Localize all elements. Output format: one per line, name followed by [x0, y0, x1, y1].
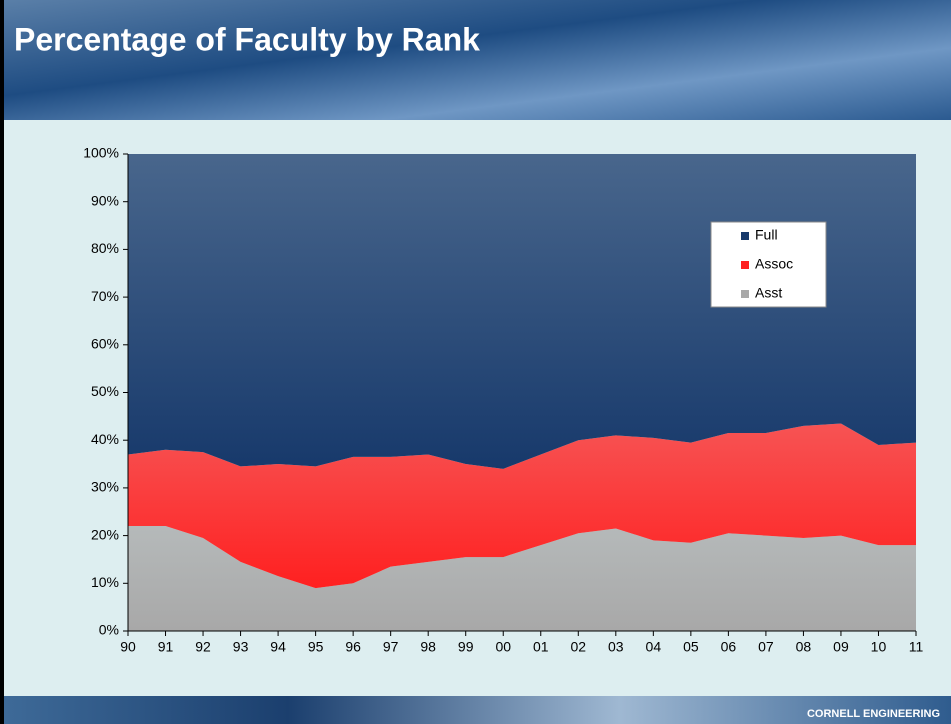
y-tick-label: 100% — [83, 145, 119, 161]
x-tick-label: 90 — [120, 639, 136, 655]
legend-swatch — [741, 261, 749, 269]
x-tick-label: 94 — [270, 639, 286, 655]
area-full — [128, 154, 916, 469]
footer-text: CORNELL ENGINEERING — [807, 708, 940, 720]
x-tick-label: 00 — [495, 639, 511, 655]
x-tick-label: 99 — [458, 639, 474, 655]
x-tick-label: 92 — [195, 639, 211, 655]
legend-swatch — [741, 232, 749, 240]
x-tick-label: 96 — [345, 639, 361, 655]
slide-title: Percentage of Faculty by Rank — [14, 21, 480, 57]
x-tick-label: 03 — [608, 639, 624, 655]
x-tick-label: 95 — [308, 639, 324, 655]
x-tick-label: 05 — [683, 639, 699, 655]
x-tick-label: 06 — [721, 639, 737, 655]
header-band — [4, 0, 951, 120]
x-tick-label: 10 — [871, 639, 887, 655]
x-tick-label: 11 — [909, 639, 924, 655]
x-tick-label: 98 — [420, 639, 436, 655]
legend-label: Full — [755, 227, 778, 243]
y-tick-label: 80% — [91, 240, 119, 256]
y-tick-label: 0% — [99, 622, 119, 638]
y-tick-label: 50% — [91, 383, 119, 399]
x-tick-label: 04 — [646, 639, 662, 655]
x-tick-label: 97 — [383, 639, 399, 655]
x-tick-label: 02 — [570, 639, 586, 655]
y-tick-label: 90% — [91, 192, 119, 208]
legend-label: Asst — [755, 285, 782, 301]
y-tick-label: 10% — [91, 574, 119, 590]
y-tick-label: 40% — [91, 431, 119, 447]
y-tick-label: 30% — [91, 479, 119, 495]
x-tick-label: 01 — [533, 639, 549, 655]
legend-swatch — [741, 290, 749, 298]
slide: Percentage of Faculty by Rank CORNELL EN… — [0, 0, 951, 724]
y-tick-label: 20% — [91, 526, 119, 542]
y-tick-label: 70% — [91, 288, 119, 304]
x-tick-label: 08 — [796, 639, 812, 655]
x-tick-label: 91 — [158, 639, 174, 655]
y-tick-label: 60% — [91, 336, 119, 352]
x-tick-label: 07 — [758, 639, 774, 655]
x-tick-label: 09 — [833, 639, 849, 655]
x-tick-label: 93 — [233, 639, 249, 655]
legend-label: Assoc — [755, 256, 793, 272]
